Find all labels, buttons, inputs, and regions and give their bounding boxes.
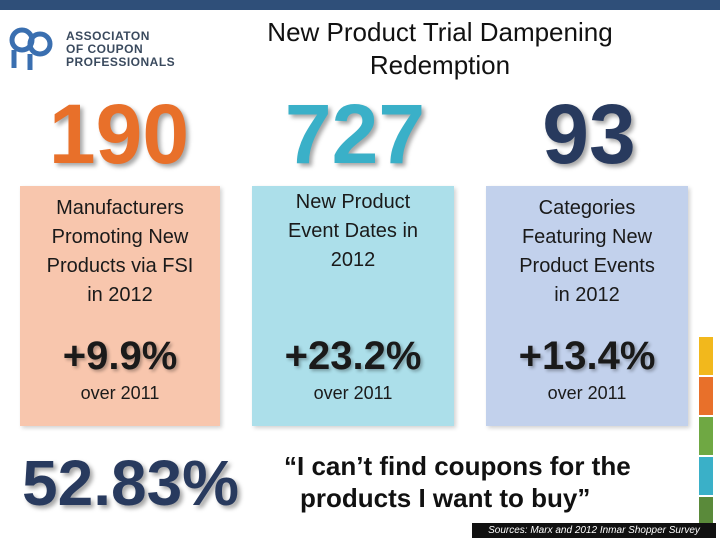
stat-card-change-note: over 2011 bbox=[80, 383, 160, 403]
sources-footnote: Sources: Marx and 2012 Inmar Shopper Sur… bbox=[472, 523, 716, 538]
side-bar-green bbox=[699, 417, 713, 455]
stat-card-manufacturers: Manufacturers Promoting New Products via… bbox=[20, 186, 220, 426]
description-line: Product Events bbox=[519, 255, 655, 277]
logo-line-1: ASSOCIATON bbox=[66, 28, 150, 43]
stat-card-change-note: over 2011 bbox=[547, 383, 627, 403]
acp-logo: ASSOCIATON OF COUPON PROFESSIONALS bbox=[8, 18, 228, 80]
stat-card-description: Manufacturers Promoting New Products via… bbox=[20, 194, 220, 310]
stat-card-change-note: over 2011 bbox=[313, 383, 393, 403]
side-bar-yellow bbox=[699, 337, 713, 375]
quote-line-1: “I can’t find coupons for the bbox=[284, 451, 631, 481]
description-line: in 2012 bbox=[87, 284, 153, 306]
logo-wordmark: ASSOCIATON OF COUPON PROFESSIONALS bbox=[66, 28, 176, 69]
description-line: Products via FSI bbox=[46, 255, 194, 277]
slide-title: New Product Trial Dampening Redemption bbox=[240, 16, 640, 82]
survey-percentage: 52.83% bbox=[22, 447, 240, 519]
stat-card-event-dates: New Product Event Dates in 2012 +23.2% o… bbox=[252, 186, 454, 426]
stat-card-description: New Product Event Dates in 2012 bbox=[252, 188, 454, 275]
stat-card-change: +9.9% bbox=[62, 334, 178, 378]
side-bar-orange bbox=[699, 377, 713, 415]
big-number-categories: 93 bbox=[542, 87, 636, 181]
description-line: Event Dates in bbox=[287, 220, 419, 242]
stat-card-change: +13.4% bbox=[518, 334, 656, 378]
stat-card-description: Categories Featuring New Product Events … bbox=[486, 194, 688, 310]
slide-title-line-1: New Product Trial Dampening bbox=[267, 17, 613, 47]
description-line: in 2012 bbox=[554, 284, 620, 306]
side-color-bars bbox=[699, 337, 713, 537]
description-line: Manufacturers bbox=[56, 197, 184, 219]
side-bar-teal bbox=[699, 457, 713, 495]
quote-line-2: products I want to buy” bbox=[300, 483, 591, 513]
slide-title-line-2: Redemption bbox=[369, 50, 511, 80]
description-line: Categories bbox=[538, 197, 636, 219]
survey-quote: “I can’t find coupons for the products I… bbox=[284, 450, 694, 514]
big-number-manufacturers: 190 bbox=[48, 87, 190, 181]
acp-logo-icon bbox=[9, 27, 53, 70]
description-line: Promoting New bbox=[51, 226, 189, 248]
description-line: 2012 bbox=[330, 249, 376, 271]
logo-line-3: PROFESSIONALS bbox=[66, 54, 176, 69]
top-border bbox=[0, 0, 720, 10]
stat-card-categories: Categories Featuring New Product Events … bbox=[486, 186, 688, 426]
big-number-event-dates: 727 bbox=[284, 87, 426, 181]
description-line: Featuring New bbox=[521, 226, 653, 248]
description-line: New Product bbox=[295, 191, 411, 213]
stat-card-change: +23.2% bbox=[284, 334, 422, 378]
logo-line-2: OF COUPON bbox=[66, 41, 144, 56]
